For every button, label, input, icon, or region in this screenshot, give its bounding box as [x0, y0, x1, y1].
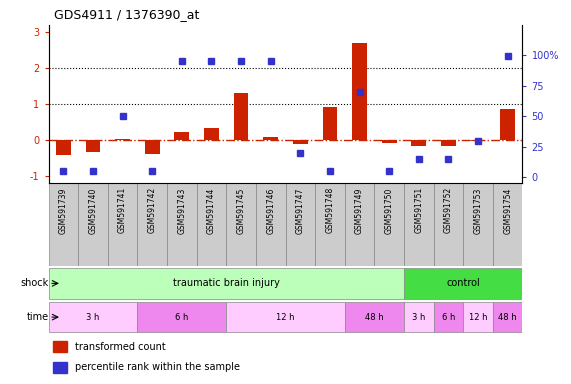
Text: GDS4911 / 1376390_at: GDS4911 / 1376390_at	[54, 8, 200, 21]
Bar	[463, 302, 493, 332]
Text: GSM591750: GSM591750	[385, 187, 393, 233]
Text: 3 h: 3 h	[412, 313, 425, 322]
Bar	[433, 183, 463, 266]
Text: GSM591754: GSM591754	[503, 187, 512, 233]
Bar	[500, 109, 515, 140]
Text: 3 h: 3 h	[86, 313, 100, 322]
Text: GSM591742: GSM591742	[148, 187, 156, 233]
Bar	[256, 183, 286, 266]
Text: 12 h: 12 h	[276, 313, 295, 322]
Bar	[404, 302, 433, 332]
Text: 6 h: 6 h	[442, 313, 455, 322]
Text: time: time	[26, 312, 49, 322]
Bar	[404, 268, 522, 298]
Text: 48 h: 48 h	[365, 313, 384, 322]
Bar	[138, 183, 167, 266]
Bar	[234, 93, 248, 140]
Text: traumatic brain injury: traumatic brain injury	[173, 278, 280, 288]
Text: shock: shock	[21, 278, 49, 288]
Text: transformed count: transformed count	[75, 342, 166, 352]
Bar	[86, 140, 100, 152]
Bar	[204, 128, 219, 140]
Bar	[323, 107, 337, 140]
Bar	[315, 183, 345, 266]
Bar	[49, 183, 78, 266]
Text: percentile rank within the sample: percentile rank within the sample	[75, 362, 240, 372]
Bar	[53, 362, 67, 373]
Text: 12 h: 12 h	[469, 313, 487, 322]
Bar	[471, 140, 485, 141]
Text: GSM591741: GSM591741	[118, 187, 127, 233]
Text: 6 h: 6 h	[175, 313, 188, 322]
Text: GSM591752: GSM591752	[444, 187, 453, 233]
Text: GSM591745: GSM591745	[236, 187, 246, 233]
Bar	[382, 140, 397, 143]
Bar	[352, 43, 367, 140]
Text: control: control	[447, 278, 480, 288]
Bar	[433, 302, 463, 332]
Text: 48 h: 48 h	[498, 313, 517, 322]
Bar	[263, 137, 278, 140]
Bar	[345, 302, 404, 332]
Bar	[49, 268, 404, 298]
Text: GSM591748: GSM591748	[325, 187, 335, 233]
Bar	[226, 302, 345, 332]
Bar	[108, 183, 138, 266]
Bar	[138, 302, 226, 332]
Bar	[167, 183, 196, 266]
Bar	[78, 183, 108, 266]
Bar	[174, 132, 189, 140]
Bar	[411, 140, 426, 146]
Bar	[404, 183, 433, 266]
Bar	[293, 140, 308, 144]
Bar	[441, 140, 456, 146]
Bar	[345, 183, 375, 266]
Bar	[53, 341, 67, 353]
Bar	[463, 183, 493, 266]
Bar	[286, 183, 315, 266]
Text: GSM591740: GSM591740	[89, 187, 98, 233]
Bar	[226, 183, 256, 266]
Text: GSM591749: GSM591749	[355, 187, 364, 233]
Bar	[115, 139, 130, 140]
Text: GSM591751: GSM591751	[415, 187, 423, 233]
Bar	[493, 302, 522, 332]
Text: GSM591744: GSM591744	[207, 187, 216, 233]
Bar	[375, 183, 404, 266]
Bar	[145, 140, 160, 154]
Bar	[493, 183, 522, 266]
Text: GSM591753: GSM591753	[473, 187, 482, 233]
Bar	[49, 302, 138, 332]
Text: GSM591739: GSM591739	[59, 187, 68, 233]
Bar	[56, 140, 71, 155]
Text: GSM591746: GSM591746	[266, 187, 275, 233]
Text: GSM591743: GSM591743	[178, 187, 186, 233]
Text: GSM591747: GSM591747	[296, 187, 305, 233]
Bar	[196, 183, 226, 266]
